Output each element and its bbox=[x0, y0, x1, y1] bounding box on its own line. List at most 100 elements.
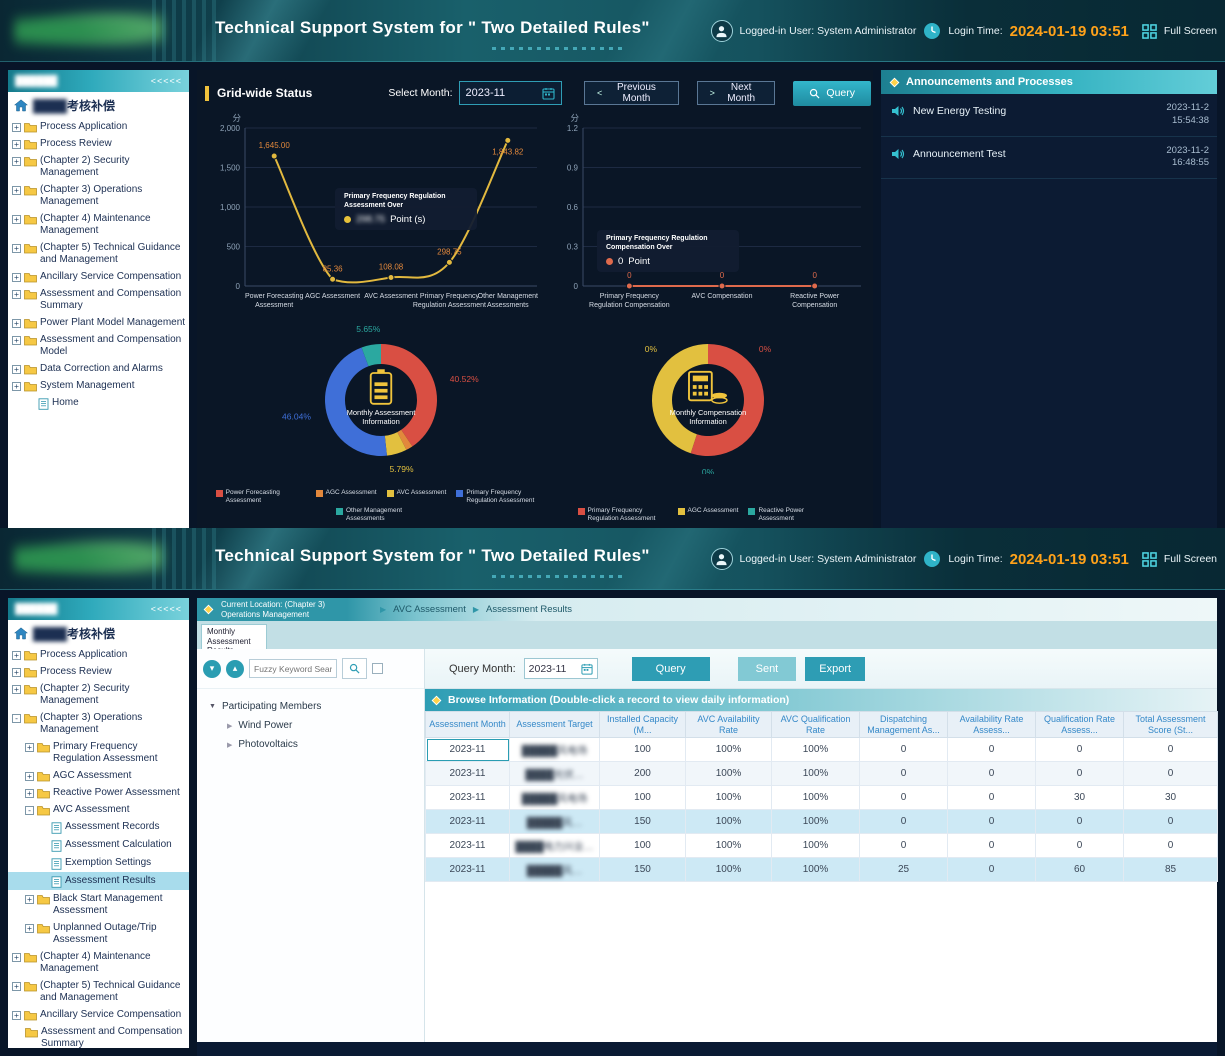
sent-button[interactable]: Sent bbox=[738, 657, 797, 681]
sidebar-item-home[interactable]: Home bbox=[8, 394, 189, 412]
tree-expander-icon[interactable]: - bbox=[25, 806, 34, 815]
table-cell[interactable]: 0 bbox=[1036, 834, 1124, 858]
table-cell[interactable]: 100% bbox=[772, 762, 860, 786]
table-row[interactable]: 2023-11█████风电场100100%100%0000 bbox=[426, 738, 1218, 762]
sidebar-item-chapter-3-operations-management[interactable]: -(Chapter 3) Operations Management bbox=[8, 709, 189, 738]
sidebar-item-chapter-4-maintenance-management[interactable]: +(Chapter 4) Maintenance Management bbox=[8, 948, 189, 977]
column-header-assessment-month[interactable]: Assessment Month bbox=[426, 712, 510, 738]
sidebar-item-reactive-power-assessment[interactable]: +Reactive Power Assessment bbox=[8, 784, 189, 801]
tree-expander-icon[interactable]: + bbox=[25, 895, 34, 904]
table-cell[interactable]: 2023-11 bbox=[426, 738, 510, 762]
table-cell[interactable]: █████风电场 bbox=[510, 786, 600, 810]
keyword-search-input[interactable] bbox=[249, 659, 337, 678]
tree-expander-icon[interactable]: + bbox=[12, 186, 21, 195]
query-button[interactable]: Query bbox=[793, 81, 871, 106]
month-input[interactable]: 2023-11 bbox=[459, 81, 562, 105]
tree-node-wind-power[interactable]: ▶ Wind Power bbox=[197, 716, 424, 735]
table-cell[interactable]: 100% bbox=[772, 810, 860, 834]
column-header-assessment-target[interactable]: Assessment Target bbox=[510, 712, 600, 738]
table-cell[interactable]: 0 bbox=[948, 786, 1036, 810]
table-cell[interactable]: 100% bbox=[686, 834, 772, 858]
fullscreen-icon[interactable] bbox=[1142, 552, 1157, 567]
tree-expander-icon[interactable]: + bbox=[12, 685, 21, 694]
table-cell[interactable]: 0 bbox=[860, 834, 948, 858]
column-header-avc-qualification-rate[interactable]: AVC Qualification Rate bbox=[772, 712, 860, 738]
fullscreen-icon[interactable] bbox=[1142, 24, 1157, 39]
next-month-button[interactable]: > Next Month bbox=[697, 81, 776, 105]
sidebar-root-node[interactable]: ████考核补偿 bbox=[8, 620, 189, 645]
tree-expander-icon[interactable]: + bbox=[12, 140, 21, 149]
tree-expander-icon[interactable]: + bbox=[12, 215, 21, 224]
sidebar-item-power-plant-model-management[interactable]: +Power Plant Model Management bbox=[8, 314, 189, 331]
sidebar-item-exemption-settings[interactable]: Exemption Settings bbox=[8, 854, 189, 872]
fullscre​en-label[interactable]: Full Screen bbox=[1164, 553, 1217, 565]
column-header-qualification-rate-assess[interactable]: Qualification Rate Assess... bbox=[1036, 712, 1124, 738]
sidebar-item-avc-assessment[interactable]: -AVC Assessment bbox=[8, 801, 189, 818]
table-cell[interactable]: 100 bbox=[600, 786, 686, 810]
table-cell[interactable]: 2023-11 bbox=[426, 786, 510, 810]
tree-expander-icon[interactable]: + bbox=[12, 953, 21, 962]
fullscreen-label[interactable]: Full Screen bbox=[1164, 25, 1217, 37]
sidebar-item-assessment-and-compensation-summary[interactable]: +Assessment and Compensation Summary bbox=[8, 285, 189, 314]
table-cell[interactable]: 0 bbox=[860, 786, 948, 810]
table-cell[interactable]: 0 bbox=[860, 738, 948, 762]
tree-expander-icon[interactable]: + bbox=[12, 273, 21, 282]
sidebar-item-process-application[interactable]: +Process Application bbox=[8, 646, 189, 663]
table-cell[interactable]: 100 bbox=[600, 738, 686, 762]
column-header-avc-availability-rate[interactable]: AVC Availability Rate bbox=[686, 712, 772, 738]
tree-expander-icon[interactable]: + bbox=[12, 157, 21, 166]
tab-monthly-assessment-results[interactable]: Monthly Assessment Results bbox=[201, 624, 267, 649]
table-cell[interactable]: 100% bbox=[686, 786, 772, 810]
sidebar-collapse-arrows[interactable]: <<<<< bbox=[151, 76, 182, 86]
table-cell[interactable]: 150 bbox=[600, 810, 686, 834]
tree-expander-icon[interactable]: + bbox=[12, 651, 21, 660]
announcement-item[interactable]: New Energy Testing2023-11-215:54:38 bbox=[881, 94, 1217, 137]
table-cell[interactable]: 150 bbox=[600, 858, 686, 882]
sidebar-item-chapter-3-operations-management[interactable]: +(Chapter 3) Operations Management bbox=[8, 181, 189, 210]
previous-month-button[interactable]: < Previous Month bbox=[584, 81, 679, 105]
sidebar-item-ancillary-service-compensation[interactable]: +Ancillary Service Compensation bbox=[8, 1006, 189, 1023]
table-row[interactable]: 2023-11████电力兴业…100100%100%0000 bbox=[426, 834, 1218, 858]
table-cell[interactable]: █████风… bbox=[510, 810, 600, 834]
table-cell[interactable]: 0 bbox=[860, 762, 948, 786]
sidebar-item-chapter-5-technical-guidance-and-management[interactable]: +(Chapter 5) Technical Guidance and Mana… bbox=[8, 977, 189, 1006]
table-cell[interactable]: 0 bbox=[1036, 738, 1124, 762]
tree-expander-icon[interactable]: + bbox=[12, 319, 21, 328]
table-cell[interactable]: 0 bbox=[1124, 810, 1218, 834]
table-cell[interactable]: 85 bbox=[1124, 858, 1218, 882]
table-row[interactable]: 2023-11█████风…150100%100%2506085 bbox=[426, 858, 1218, 882]
member-search-button[interactable] bbox=[342, 658, 367, 679]
table-cell[interactable]: 200 bbox=[600, 762, 686, 786]
table-cell[interactable]: 100% bbox=[772, 786, 860, 810]
tree-expander-icon[interactable]: + bbox=[25, 743, 34, 752]
sidebar-item-data-correction-and-alarms[interactable]: +Data Correction and Alarms bbox=[8, 360, 189, 377]
table-cell[interactable]: 30 bbox=[1124, 786, 1218, 810]
sidebar-item-assessment-results[interactable]: Assessment Results bbox=[8, 872, 189, 890]
table-cell[interactable]: 2023-11 bbox=[426, 762, 510, 786]
table-cell[interactable]: 100% bbox=[686, 738, 772, 762]
table-cell[interactable]: 25 bbox=[860, 858, 948, 882]
sidebar-item-assessment-and-compensation-summary[interactable]: Assessment and Compensation Summary bbox=[8, 1023, 189, 1048]
tree-node-participating-members[interactable]: ▼ Participating Members bbox=[197, 697, 424, 716]
table-cell[interactable]: 60 bbox=[1036, 858, 1124, 882]
tree-expander-icon[interactable]: + bbox=[12, 290, 21, 299]
table-cell[interactable]: 0 bbox=[1124, 762, 1218, 786]
tree-expander-icon[interactable]: + bbox=[25, 924, 34, 933]
tree-expander-icon[interactable]: + bbox=[12, 244, 21, 253]
export-button[interactable]: Export bbox=[805, 657, 865, 681]
table-cell[interactable]: 0 bbox=[1124, 834, 1218, 858]
sidebar-item-agc-assessment[interactable]: +AGC Assessment bbox=[8, 767, 189, 784]
expand-all-button[interactable]: ▾ bbox=[203, 660, 221, 678]
table-cell[interactable]: 0 bbox=[1124, 738, 1218, 762]
table-cell[interactable]: 0 bbox=[948, 762, 1036, 786]
table-row[interactable]: 2023-11█████风电场100100%100%003030 bbox=[426, 786, 1218, 810]
calendar-icon[interactable] bbox=[542, 87, 555, 100]
tree-expander-icon[interactable]: + bbox=[25, 789, 34, 798]
tree-expander-icon[interactable]: + bbox=[12, 668, 21, 677]
table-cell[interactable]: 2023-11 bbox=[426, 834, 510, 858]
filter-checkbox[interactable] bbox=[372, 663, 383, 674]
tree-expander-icon[interactable]: + bbox=[12, 123, 21, 132]
table-cell[interactable]: █████风电场 bbox=[510, 738, 600, 762]
sidebar-item-process-review[interactable]: +Process Review bbox=[8, 663, 189, 680]
sidebar-collapse-arrows[interactable]: <<<<< bbox=[151, 604, 182, 614]
